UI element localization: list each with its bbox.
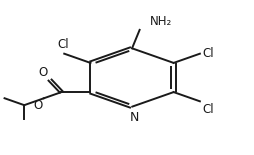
Text: O: O <box>34 99 43 112</box>
Text: Cl: Cl <box>202 103 214 116</box>
Text: Cl: Cl <box>57 38 69 51</box>
Text: Cl: Cl <box>202 47 214 60</box>
Text: O: O <box>38 66 47 79</box>
Text: NH₂: NH₂ <box>150 15 172 28</box>
Text: N: N <box>130 111 139 124</box>
